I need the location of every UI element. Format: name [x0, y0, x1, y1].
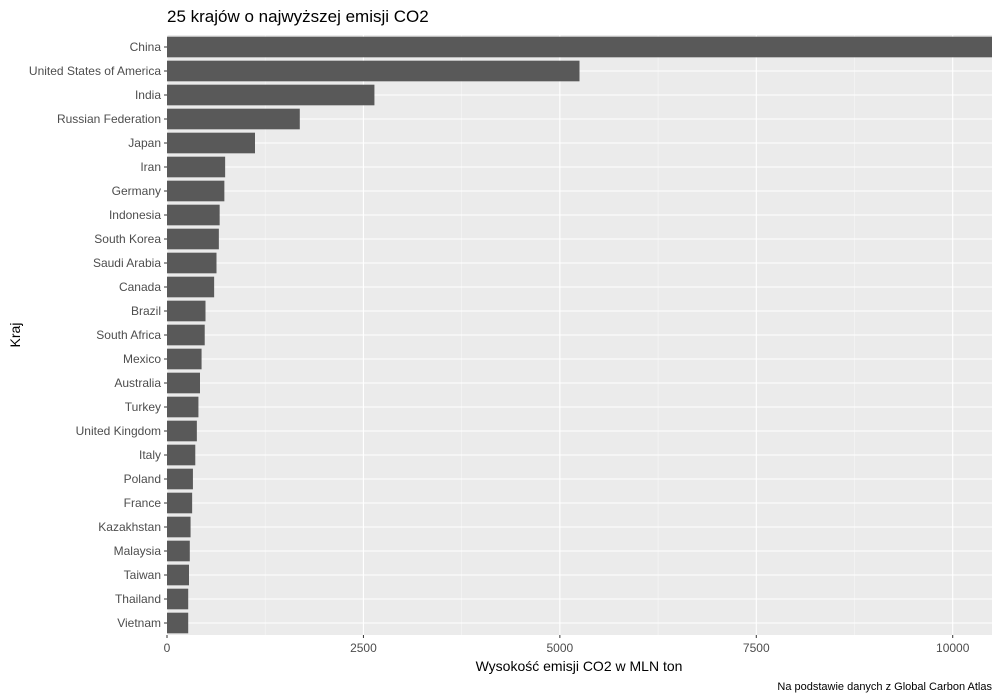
bar [167, 324, 205, 346]
y-tick-label: Indonesia [109, 208, 161, 222]
chart-title: 25 krajów o najwyższej emisji CO2 [167, 7, 429, 26]
bar [167, 300, 206, 322]
y-tick-label: Russian Federation [57, 112, 161, 126]
y-tick-label: South Africa [96, 328, 161, 342]
bar [167, 612, 189, 634]
y-tick-label: Iran [140, 160, 161, 174]
y-tick-label: Australia [114, 376, 161, 390]
bar [167, 372, 200, 394]
x-tick-label: 10000 [936, 641, 970, 655]
y-tick-label: Kazakhstan [98, 520, 161, 534]
y-tick-label: Germany [112, 184, 161, 198]
y-tick-label: Poland [124, 472, 161, 486]
bar [167, 348, 202, 370]
bar [167, 444, 196, 466]
y-tick-label: Turkey [125, 400, 161, 414]
bar [167, 180, 225, 202]
y-tick-label: Thailand [115, 592, 161, 606]
bar [167, 516, 191, 538]
y-tick-label: Italy [139, 448, 161, 462]
bar [167, 252, 217, 274]
bar [167, 492, 193, 514]
x-axis-ticks: 0 2500 5000 7500 10000 [164, 635, 970, 655]
bar [167, 84, 375, 106]
bar [167, 420, 197, 442]
y-tick-label: Vietnam [117, 616, 161, 630]
bar [167, 468, 193, 490]
y-tick-label: Canada [119, 280, 161, 294]
bar [167, 108, 300, 130]
bars [167, 36, 992, 634]
y-tick-label: United Kingdom [76, 424, 161, 438]
bar [167, 276, 215, 298]
bar [167, 36, 992, 58]
y-tick-label: France [124, 496, 162, 510]
y-tick-label: Saudi Arabia [93, 256, 161, 270]
y-tick-label: Mexico [123, 352, 161, 366]
y-tick-label: Japan [128, 136, 161, 150]
bar [167, 564, 189, 586]
y-tick-label: South Korea [94, 232, 161, 246]
y-tick-label: Malaysia [114, 544, 162, 558]
x-tick-label: 5000 [547, 641, 574, 655]
y-tick-label: India [135, 88, 161, 102]
y-axis-ticks: China United States of America India Russia… [29, 40, 167, 630]
y-tick-label: Taiwan [124, 568, 161, 582]
y-axis-title: Kraj [7, 323, 23, 348]
chart-caption: Na podstawie danych z Global Carbon Atla… [777, 681, 992, 693]
bar [167, 396, 199, 418]
bar [167, 228, 219, 250]
bar [167, 588, 189, 610]
x-tick-label: 2500 [350, 641, 377, 655]
y-tick-label: China [130, 40, 162, 54]
bar [167, 60, 580, 82]
bar [167, 132, 255, 154]
bar [167, 156, 226, 178]
x-tick-label: 7500 [743, 641, 770, 655]
bar [167, 204, 220, 226]
y-tick-label: Brazil [131, 304, 161, 318]
x-axis-title: Wysokość emisji CO2 w MLN ton [476, 658, 683, 674]
x-tick-label: 0 [164, 641, 171, 655]
y-tick-label: United States of America [29, 64, 161, 78]
bar [167, 540, 190, 562]
